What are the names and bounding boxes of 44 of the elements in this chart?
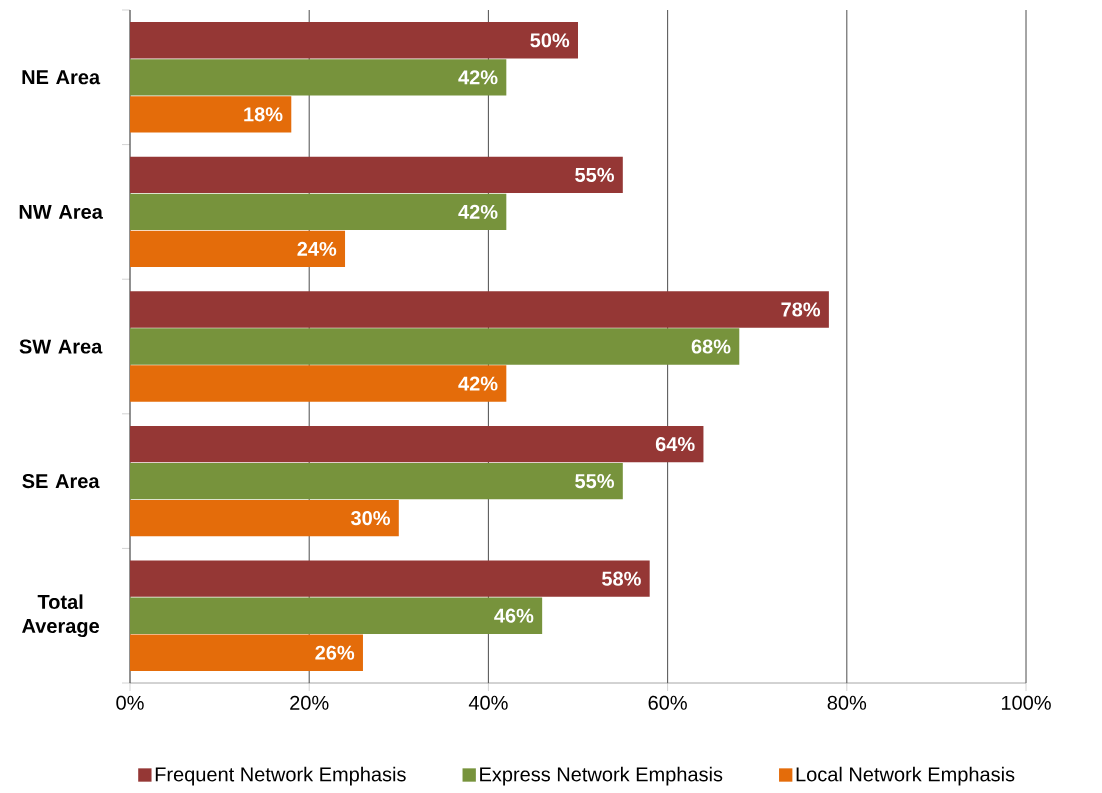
bar: [130, 499, 399, 537]
data-label: 78%: [781, 302, 821, 317]
data-label: 46%: [494, 608, 534, 623]
bar: [130, 634, 363, 671]
data-label: 42%: [458, 70, 498, 85]
legend-label: Express Network Emphasis: [480, 766, 723, 786]
y-tick-label: Total Average: [22, 594, 100, 638]
bar: [130, 328, 740, 365]
data-label: 64%: [655, 437, 695, 452]
x-tick-label: 0%: [116, 695, 144, 710]
data-label: 50%: [530, 33, 570, 48]
data-label: 68%: [691, 339, 731, 354]
y-tick-label: SE Area: [22, 474, 100, 489]
bar: [130, 425, 704, 463]
data-label: 42%: [458, 204, 498, 219]
bar: [130, 230, 346, 268]
bar: [130, 193, 507, 231]
data-label: 42%: [458, 376, 498, 391]
y-tick-label: SW Area: [19, 339, 103, 354]
bar: [130, 96, 292, 133]
data-label: 55%: [575, 474, 614, 489]
legend-label: Local Network Emphasis: [796, 766, 1015, 786]
bar: [130, 59, 507, 96]
x-tick-label: 60%: [648, 695, 687, 710]
data-label: 26%: [315, 645, 355, 660]
x-tick-label: 40%: [468, 695, 508, 710]
x-tick-label: 100%: [1001, 695, 1051, 710]
data-label: 55%: [575, 167, 614, 182]
bar: [130, 365, 507, 402]
y-tick-label: NW Area: [19, 204, 103, 219]
x-tick-label: 20%: [290, 695, 329, 710]
bar: [130, 462, 623, 500]
data-label: 24%: [297, 241, 337, 256]
bar: [130, 597, 543, 634]
x-tick-label: 80%: [827, 695, 867, 710]
bar: [130, 22, 578, 59]
data-label: 30%: [350, 511, 390, 526]
data-label: 58%: [602, 571, 641, 586]
legend-label: Frequent Network Emphasis: [155, 766, 406, 786]
y-tick-label: NE Area: [22, 70, 101, 85]
bar: [130, 291, 829, 328]
bar: [130, 560, 650, 597]
data-label: 18%: [244, 107, 283, 122]
bar: [130, 156, 623, 194]
